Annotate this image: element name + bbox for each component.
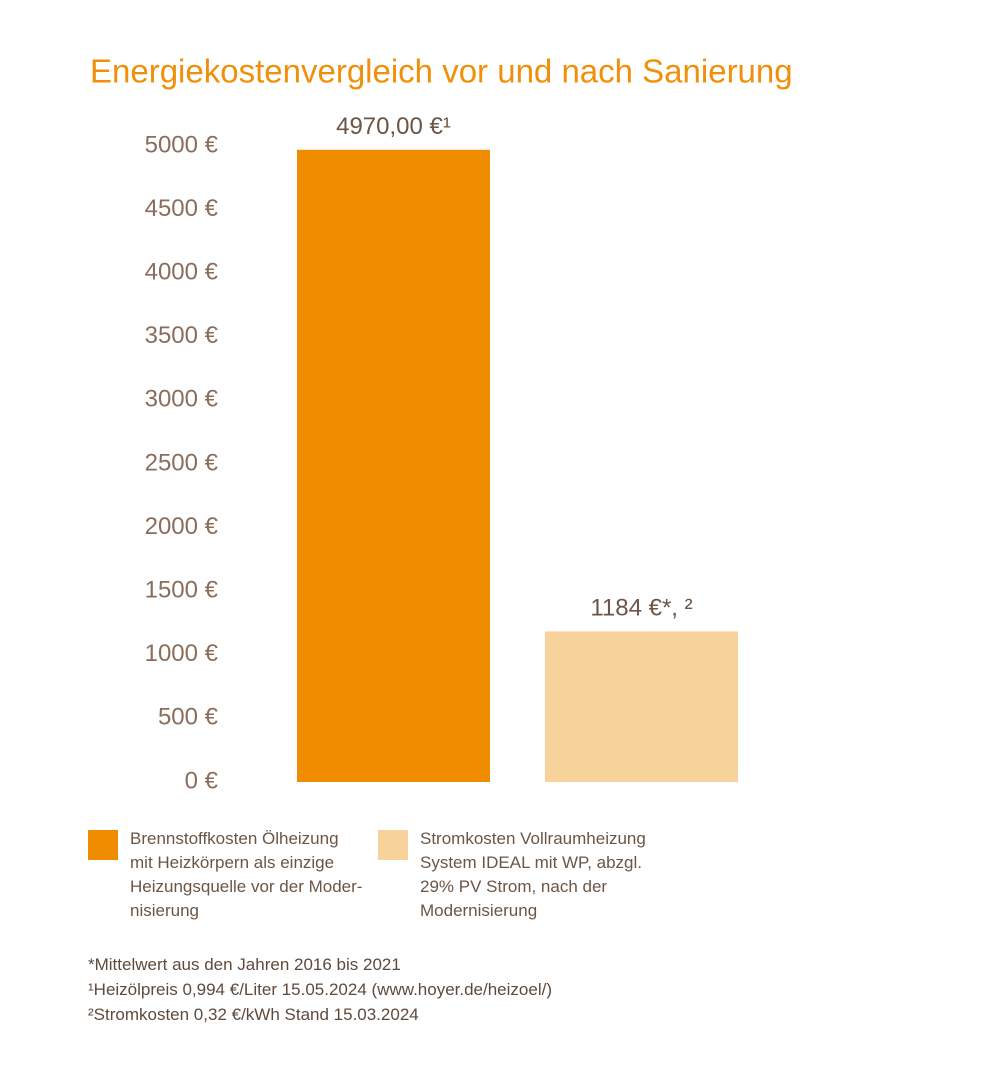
legend-swatch bbox=[88, 830, 118, 860]
legend-item: Brennstoffkosten Ölheizung mit Heizkörpe… bbox=[88, 829, 363, 923]
y-tick-label: 2500 € bbox=[145, 449, 219, 476]
y-tick-label: 0 € bbox=[185, 767, 219, 794]
y-tick-label: 1500 € bbox=[145, 577, 219, 604]
y-tick-label: 4000 € bbox=[145, 259, 219, 286]
footnote: *Mittelwert aus den Jahren 2016 bis 2021 bbox=[88, 955, 401, 974]
value-label: 1184 €*, ² bbox=[590, 595, 692, 622]
bar bbox=[545, 631, 738, 782]
footnotes: *Mittelwert aus den Jahren 2016 bis 2021… bbox=[88, 952, 552, 1027]
y-tick-label: 4500 € bbox=[145, 195, 219, 222]
legend-label: Brennstoffkosten Ölheizung mit Heizkörpe… bbox=[130, 829, 363, 920]
y-tick-label: 5000 € bbox=[145, 131, 219, 158]
legend-swatch bbox=[378, 830, 408, 860]
y-tick-label: 1000 € bbox=[145, 640, 219, 667]
bar bbox=[297, 149, 490, 783]
value-label: 4970,00 €¹ bbox=[336, 113, 451, 140]
legend-item: Stromkosten Vollraumheizung System IDEAL… bbox=[378, 829, 646, 923]
chart-title: Energiekostenvergleich vor und nach Sani… bbox=[90, 53, 793, 90]
legend-label: Stromkosten Vollraumheizung System IDEAL… bbox=[420, 829, 646, 920]
footnote: ¹Heizölpreis 0,994 €/Liter 15.05.2024 (w… bbox=[88, 980, 552, 999]
footnote: ²Stromkosten 0,32 €/kWh Stand 15.03.2024 bbox=[88, 1005, 419, 1024]
y-tick-label: 3000 € bbox=[145, 386, 219, 413]
y-tick-label: 3500 € bbox=[145, 322, 219, 349]
y-tick-label: 2000 € bbox=[145, 513, 219, 540]
y-tick-label: 500 € bbox=[158, 704, 219, 731]
